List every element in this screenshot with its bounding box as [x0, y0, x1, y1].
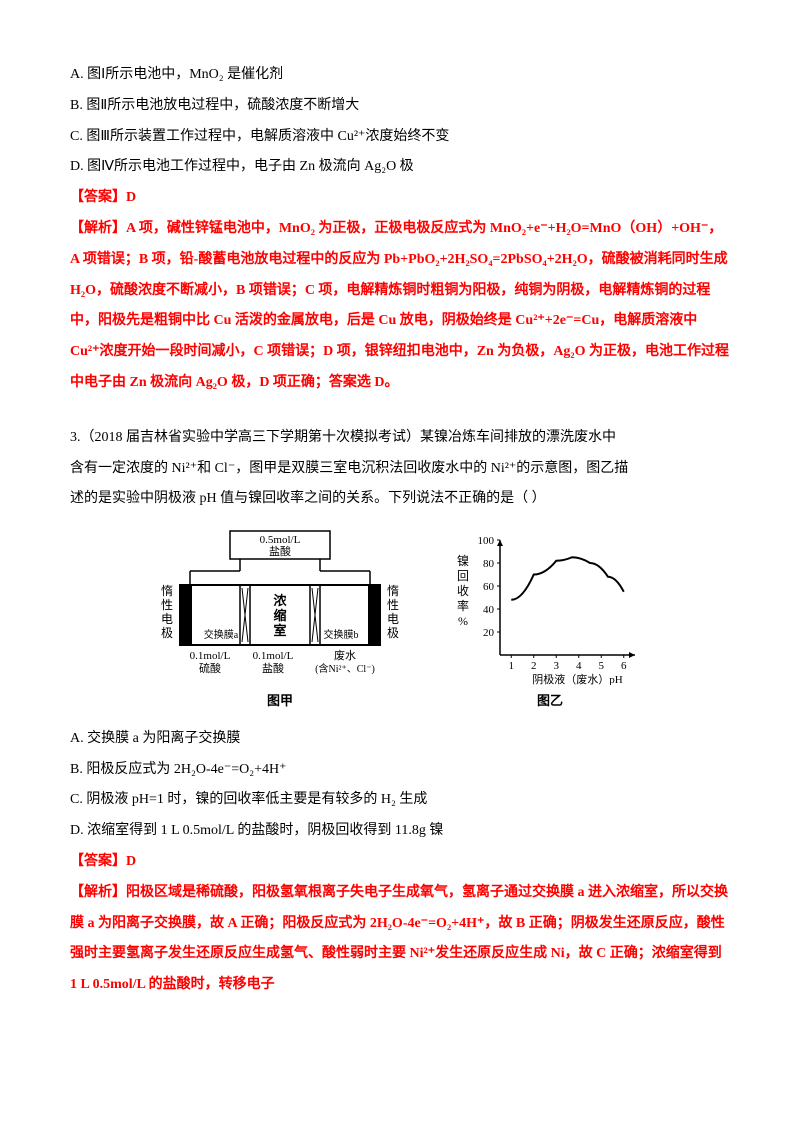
q2-explanation: 【解析】A 项，碱性锌锰电池中，MnO₂ 为正极，正极电极反应式为 MnO₂+e… — [70, 214, 730, 399]
svg-text:废水: 废水 — [334, 648, 356, 662]
diagram-jia-title: 图甲 — [267, 687, 293, 716]
svg-text:极: 极 — [161, 626, 173, 640]
svg-text:交换膜a: 交换膜a — [204, 628, 239, 641]
q2-option-d: D. 图Ⅳ所示电池工作过程中，电子由 Zn 极流向 Ag₂O 极 — [70, 152, 730, 183]
q3-answer: 【答案】D — [70, 847, 730, 878]
q3-option-c: C. 阴极液 pH=1 时，镍的回收率低主要是有较多的 H₂ 生成 — [70, 785, 730, 816]
svg-text:盐酸: 盐酸 — [262, 661, 284, 675]
svg-text:20: 20 — [483, 627, 495, 639]
diagram-row: 0.5mol/L盐酸浓缩室交换膜a交换膜b惰性电极惰性电极0.1mol/L硫酸0… — [70, 525, 730, 716]
diagram-yi-container: 20 40 60 80 100 1 2 3 4 5 6 镍回收率% 阴极液（废水）pH 图乙 — [445, 525, 655, 716]
diagram-yi: 20 40 60 80 100 1 2 3 4 5 6 镍回收率% 阴极液（废水）pH — [445, 525, 655, 685]
svg-text:室: 室 — [273, 623, 286, 638]
svg-text:1: 1 — [509, 660, 515, 672]
svg-text:缩: 缩 — [273, 608, 286, 623]
svg-text:(含Ni²⁺、Cl⁻): (含Ni²⁺、Cl⁻) — [315, 662, 375, 675]
svg-text:性: 性 — [387, 598, 399, 612]
svg-text:极: 极 — [387, 626, 399, 640]
diagram-yi-title: 图乙 — [537, 687, 563, 716]
svg-text:2: 2 — [531, 660, 537, 672]
q2-option-c: C. 图Ⅲ所示装置工作过程中，电解质溶液中 Cu²⁺浓度始终不变 — [70, 122, 730, 153]
svg-text:40: 40 — [483, 604, 495, 616]
diagram-jia: 0.5mol/L盐酸浓缩室交换膜a交换膜b惰性电极惰性电极0.1mol/L硫酸0… — [145, 525, 415, 685]
svg-text:惰: 惰 — [161, 584, 173, 598]
svg-text:收: 收 — [457, 584, 469, 598]
svg-text:电: 电 — [161, 612, 173, 626]
q3-stem-line2: 含有一定浓度的 Ni²⁺和 Cl⁻，图甲是双膜三室电沉积法回收废水中的 Ni²⁺… — [70, 454, 730, 485]
svg-text:盐酸: 盐酸 — [269, 544, 291, 558]
svg-text:0.5mol/L: 0.5mol/L — [260, 534, 301, 546]
diagram-jia-container: 0.5mol/L盐酸浓缩室交换膜a交换膜b惰性电极惰性电极0.1mol/L硫酸0… — [145, 525, 415, 716]
svg-text:5: 5 — [599, 660, 605, 672]
svg-text:100: 100 — [478, 535, 495, 547]
svg-text:60: 60 — [483, 581, 495, 593]
svg-text:率: 率 — [457, 598, 469, 613]
svg-text:电: 电 — [387, 612, 399, 626]
svg-text:回: 回 — [457, 569, 469, 583]
svg-text:性: 性 — [161, 598, 173, 612]
section-spacer — [70, 399, 730, 423]
q3-option-d: D. 浓缩室得到 1 L 0.5mol/L 的盐酸时，阴极回收得到 11.8g … — [70, 816, 730, 847]
document-page: A. 图Ⅰ所示电池中，MnO₂ 是催化剂 B. 图Ⅱ所示电池放电过程中，硫酸浓度… — [0, 0, 800, 1041]
q3-stem-line3: 述的是实验中阴极液 pH 值与镍回收率之间的关系。下列说法不正确的是（ ） — [70, 484, 730, 515]
svg-text:0.1mol/L: 0.1mol/L — [253, 650, 294, 662]
q3-option-a: A. 交换膜 a 为阳离子交换膜 — [70, 724, 730, 755]
svg-text:浓: 浓 — [273, 593, 287, 608]
svg-text:交换膜b: 交换膜b — [324, 628, 359, 641]
svg-text:阴极液（废水）pH: 阴极液（废水）pH — [532, 672, 622, 685]
q2-option-b: B. 图Ⅱ所示电池放电过程中，硫酸浓度不断增大 — [70, 91, 730, 122]
q3-option-b: B. 阳极反应式为 2H₂O-4e⁻=O₂+4H⁺ — [70, 755, 730, 786]
svg-text:6: 6 — [621, 660, 627, 672]
svg-text:80: 80 — [483, 558, 495, 570]
q3-explanation: 【解析】阳极区域是稀硫酸，阳极氢氧根离子失电子生成氧气，氢离子通过交换膜 a 进… — [70, 878, 730, 1001]
svg-text:3: 3 — [554, 660, 560, 672]
svg-text:镍: 镍 — [457, 554, 469, 568]
q2-option-a: A. 图Ⅰ所示电池中，MnO₂ 是催化剂 — [70, 60, 730, 91]
q3-stem-line1: 3.（2018 届吉林省实验中学高三下学期第十次模拟考试）某镍冶炼车间排放的漂洗… — [70, 423, 730, 454]
q2-answer: 【答案】D — [70, 183, 730, 214]
svg-text:4: 4 — [576, 660, 582, 672]
svg-text:惰: 惰 — [387, 584, 399, 598]
svg-text:%: % — [458, 614, 468, 628]
svg-text:硫酸: 硫酸 — [199, 661, 221, 675]
svg-text:0.1mol/L: 0.1mol/L — [190, 650, 231, 662]
